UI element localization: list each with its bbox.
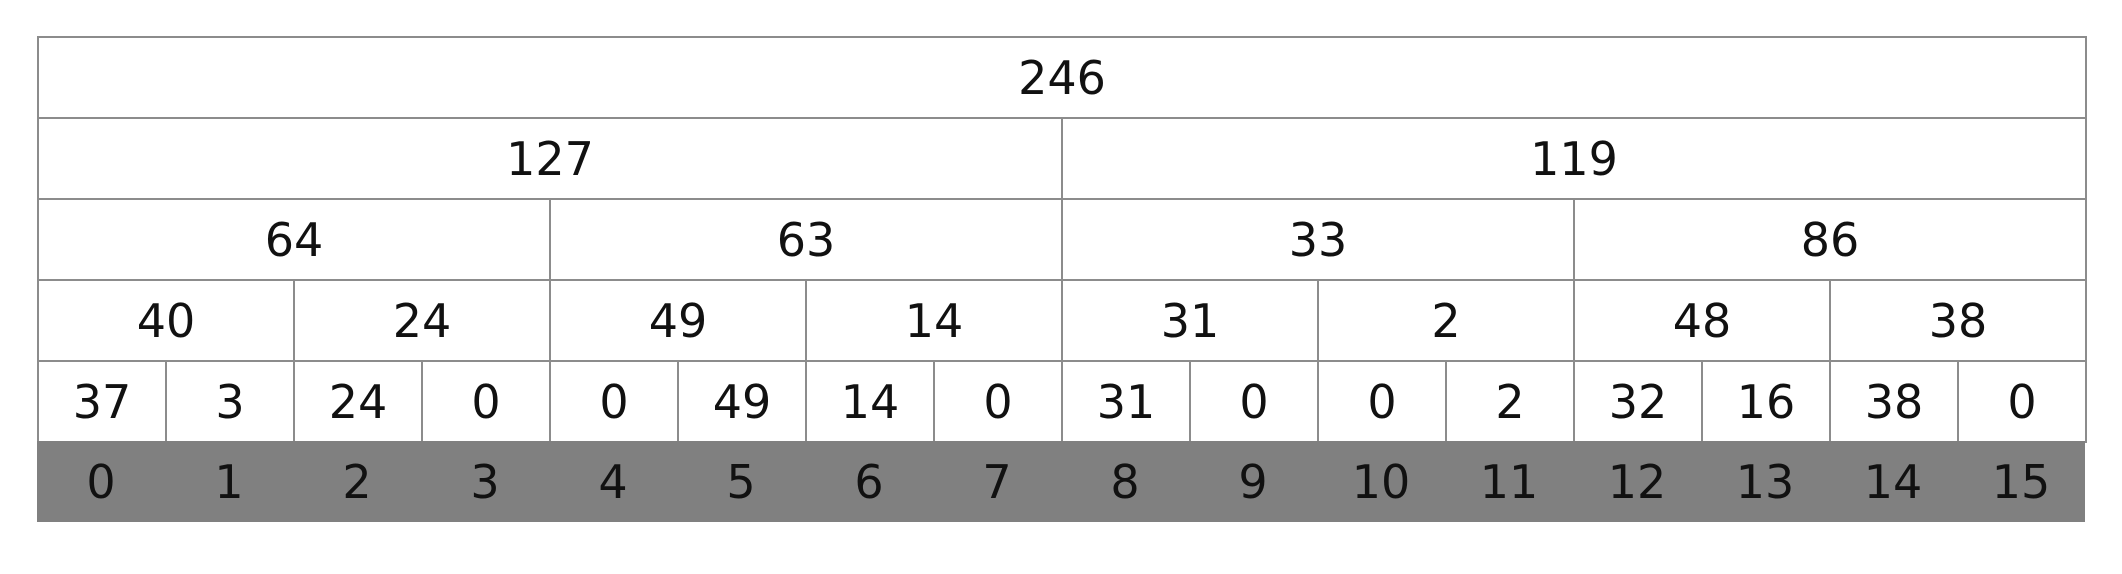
tree-node-level-4: 0	[1317, 360, 1447, 443]
index-label: 6	[854, 454, 884, 509]
tree-node-level-3: 48	[1573, 279, 1831, 362]
index-label: 3	[470, 454, 500, 509]
tree-node-level-4: 16	[1701, 360, 1831, 443]
tree-node-level-3: 14	[805, 279, 1063, 362]
index-label: 13	[1735, 454, 1795, 509]
tree-node-level-2: 33	[1061, 198, 1575, 281]
tree-node-level-4: 0	[1957, 360, 2087, 443]
index-label: 14	[1863, 454, 1923, 509]
tree-node-level-4: 14	[805, 360, 935, 443]
segment-tree: 246 127 119 64 63 33 86 40 24 49 14 31 2 48 38 37 3 24 0 0 4…	[37, 36, 2087, 522]
tree-node-level-4: 31	[1061, 360, 1191, 443]
index-label: 12	[1607, 454, 1667, 509]
index-label: 2	[342, 454, 372, 509]
index-label: 0	[86, 454, 116, 509]
tree-node-level-2: 86	[1573, 198, 2087, 281]
tree-node-level-3: 24	[293, 279, 551, 362]
tree-node-level-2: 64	[37, 198, 551, 281]
tree-node-level-4: 0	[421, 360, 551, 443]
tree-node-level-4: 2	[1445, 360, 1575, 443]
index-row: 0 1 2 3 4 5 6 7 8 9 10 11 12 13 14 15	[37, 441, 2085, 522]
tree-node-level-4: 32	[1573, 360, 1703, 443]
tree-node-level-4: 0	[1189, 360, 1319, 443]
tree-node-level-2: 63	[549, 198, 1063, 281]
tree-node-level-4: 24	[293, 360, 423, 443]
tree-node-level-4: 38	[1829, 360, 1959, 443]
tree-node-level-3: 40	[37, 279, 295, 362]
tree-node-level-4: 3	[165, 360, 295, 443]
index-label: 7	[982, 454, 1012, 509]
tree-node-level-3: 2	[1317, 279, 1575, 362]
index-label: 4	[598, 454, 628, 509]
index-label: 1	[214, 454, 244, 509]
tree-node-level-0: 246	[37, 36, 2087, 119]
index-label: 11	[1479, 454, 1539, 509]
index-label: 9	[1238, 454, 1268, 509]
tree-node-level-3: 31	[1061, 279, 1319, 362]
index-label: 8	[1110, 454, 1140, 509]
index-label: 5	[726, 454, 756, 509]
tree-node-level-4: 0	[549, 360, 679, 443]
index-label: 15	[1991, 454, 2051, 509]
tree-node-level-4: 37	[37, 360, 167, 443]
tree-node-level-4: 49	[677, 360, 807, 443]
tree-node-level-3: 49	[549, 279, 807, 362]
index-label: 10	[1351, 454, 1411, 509]
tree-node-level-3: 38	[1829, 279, 2087, 362]
tree-node-level-1: 127	[37, 117, 1063, 200]
tree-node-level-4: 0	[933, 360, 1063, 443]
tree-node-level-1: 119	[1061, 117, 2087, 200]
